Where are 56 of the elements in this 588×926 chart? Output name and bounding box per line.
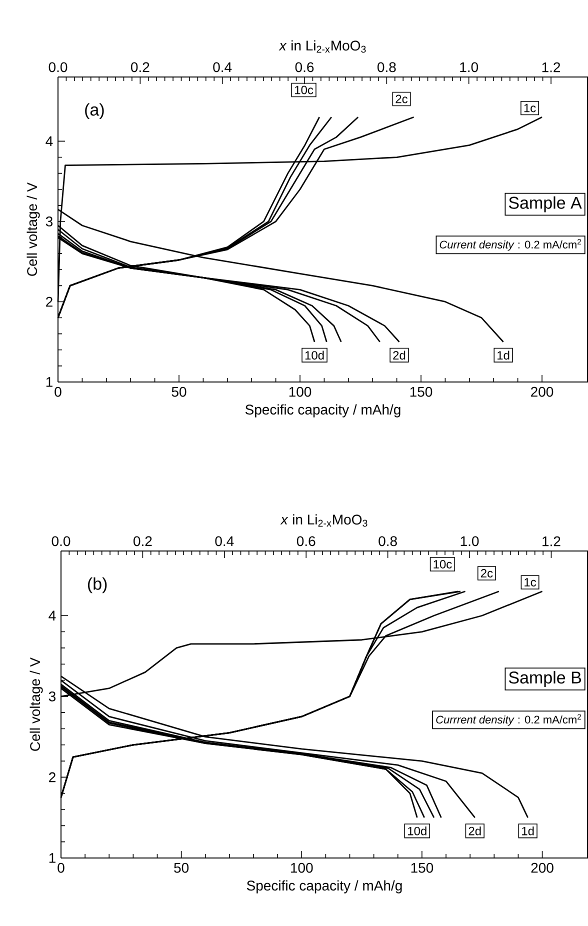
series-label: 2d <box>468 826 481 836</box>
annotation: (a) <box>85 103 104 120</box>
y-tick-label: 1 <box>49 853 56 863</box>
series-label: 1c <box>524 578 536 586</box>
x-tick-label: 200 <box>531 862 554 873</box>
annotation: Sample A <box>508 196 582 212</box>
x2-tick-label: 0.2 <box>134 536 152 546</box>
x-axis-title: Specific capacity / mAh/g <box>245 404 400 418</box>
x-tick-label: 50 <box>172 386 186 397</box>
series-label: 10d <box>408 826 426 836</box>
series-label: 2c <box>480 568 493 578</box>
x2-tick-label: 1.2 <box>542 536 560 546</box>
x-tick-label: 200 <box>531 386 554 397</box>
x-tick-label: 100 <box>289 386 312 397</box>
annotation: Sample B <box>508 671 581 687</box>
x-tick-label: 150 <box>411 862 434 873</box>
series-label: 1c <box>524 104 536 112</box>
x2-tick-label: 0.8 <box>377 62 396 72</box>
x2-tick-label: 1.0 <box>460 536 479 546</box>
y-axis-title: Cell voltage / V <box>30 657 43 751</box>
x-tick-label: 0 <box>54 386 62 397</box>
x-tick-label: 100 <box>291 862 313 873</box>
x2-tick-label: 0.0 <box>48 62 68 72</box>
series-label: 10d <box>305 350 324 360</box>
x2-axis-title: x in Li$_{2-x}$MoO$_{3}$ <box>278 40 366 53</box>
y-tick-label: 3 <box>46 216 53 226</box>
x2-tick-label: 0.4 <box>215 536 234 546</box>
annotation: Current density : 0.2 mA/cm$^{2}$ <box>440 239 581 251</box>
y-tick-label: 4 <box>46 136 53 146</box>
y-tick-label: 2 <box>49 772 56 782</box>
x-tick-label: 150 <box>410 386 432 397</box>
y-tick-label: 2 <box>46 296 52 307</box>
series-label: 10c <box>295 86 314 94</box>
series-label: 1d <box>522 826 534 836</box>
x2-tick-label: 0.6 <box>295 62 314 72</box>
x2-tick-label: 0.8 <box>378 536 397 546</box>
x2-tick-label: 1.2 <box>542 62 560 72</box>
y-tick-label: 4 <box>48 610 56 620</box>
annotation: Currrent density : 0.2 mA/cm$^{2}$ <box>436 714 582 726</box>
x-tick-label: 0 <box>58 862 64 873</box>
series-label: 10c <box>434 560 452 568</box>
x2-tick-label: 0.2 <box>130 62 150 72</box>
series-label: 2c <box>396 94 408 104</box>
x2-axis-title: x in Li$_{2-x}$MoO$_{3}$ <box>280 514 368 527</box>
x-tick-label: 50 <box>174 862 189 873</box>
y-tick-label: 3 <box>48 691 56 702</box>
x2-tick-label: 0.0 <box>52 536 70 546</box>
y-axis-title: Cell voltage / V <box>26 182 40 276</box>
series-label: 1d <box>498 350 510 360</box>
x2-tick-label: 1.0 <box>460 62 478 72</box>
y-tick-label: 1 <box>46 377 52 387</box>
x-axis-title: Specific capacity / mAh/g <box>246 880 402 894</box>
series-label: 2d <box>393 350 406 360</box>
x2-tick-label: 0.6 <box>296 536 316 546</box>
x2-tick-label: 0.4 <box>213 62 232 72</box>
annotation: (b) <box>88 577 107 594</box>
